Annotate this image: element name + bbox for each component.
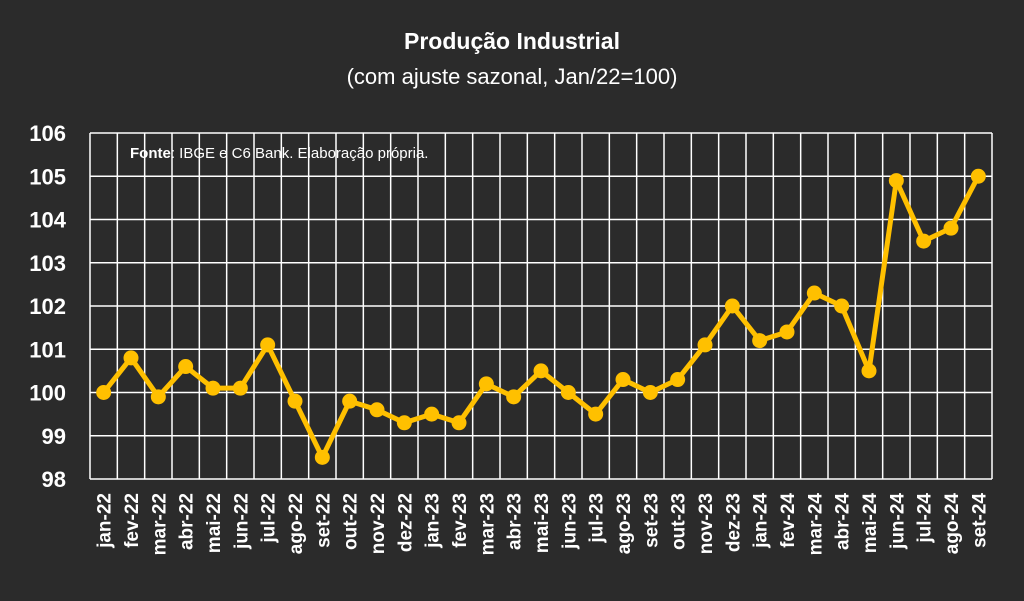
y-tick-label: 106 [29,121,66,146]
data-point [205,380,221,396]
x-tick-label: jan-24 [751,493,772,549]
data-point [451,415,467,431]
source-note: Fonte: IBGE e C6 Bank. Elaboração própri… [130,145,428,162]
series-line [96,168,986,465]
data-point [970,168,986,184]
x-tick-label: dez-22 [395,493,416,552]
y-tick-label: 101 [29,337,66,362]
data-point [642,385,658,400]
data-point [178,359,194,375]
data-point [396,415,412,431]
x-tick-label: mar-22 [149,493,170,555]
x-tick-label: ago-23 [614,493,635,554]
data-point [752,333,768,349]
data-point [506,389,522,405]
x-tick-label: set-24 [969,493,990,548]
data-point [150,389,166,405]
data-point [670,372,686,388]
chart-title: Produção Industrial [404,28,620,54]
x-tick-label: abr-22 [177,493,198,550]
x-tick-label: set-23 [641,493,662,548]
data-point [533,363,549,379]
x-tick-label: fev-24 [778,493,799,548]
data-point [232,380,248,396]
x-tick-label: out-23 [669,493,690,550]
x-tick-label: jan-22 [95,493,116,549]
x-tick-label: jul-23 [587,493,608,544]
data-point [916,233,932,249]
source-label: Fonte [130,145,171,162]
x-tick-label: abr-23 [505,493,526,550]
data-point [96,385,112,400]
x-tick-label: dez-23 [723,493,744,552]
data-point [314,449,330,465]
y-tick-label: 99 [42,424,66,449]
x-tick-label: fev-23 [450,493,471,548]
data-point [724,298,740,314]
series-path [101,173,981,460]
data-point [861,363,877,379]
x-tick-label: jun-24 [887,493,908,550]
data-point [779,324,795,340]
x-tick-label: nov-22 [368,493,389,554]
x-tick-label: ago-24 [942,493,963,555]
data-point [615,372,631,388]
chart-subtitle: (com ajuste sazonal, Jan/22=100) [346,64,678,89]
data-point [287,393,303,409]
grid-lines [89,132,993,480]
data-point [369,402,385,418]
x-tick-label: abr-24 [833,493,854,550]
data-point [806,285,822,301]
x-axis-ticks: jan-22 fev-22 mar-22 abr-22 mai-22 jun-22 jul-… [95,493,991,556]
data-point [697,337,713,353]
y-tick-label: 104 [29,208,66,233]
x-tick-label: mar-24 [805,493,826,556]
source-text: : IBGE e C6 Bank. Elaboração própria. [171,145,429,162]
data-point [888,173,904,189]
x-tick-label: out-22 [341,493,362,550]
x-tick-label: jun-23 [559,493,580,550]
x-tick-label: nov-23 [696,493,717,554]
y-tick-label: 100 [29,381,66,406]
x-tick-label: jun-22 [231,493,252,550]
data-point [342,393,358,409]
y-tick-label: 103 [29,251,66,276]
x-tick-label: jul-24 [915,493,936,544]
y-tick-label: 98 [42,467,66,492]
data-point [478,376,494,392]
x-tick-label: ago-22 [286,493,307,554]
y-tick-label: 105 [29,164,66,189]
x-tick-label: set-22 [313,493,334,548]
data-point [424,406,440,422]
x-tick-label: mai-24 [860,493,881,554]
y-axis-ticks: 98 99 100 101 102 103 104 105 106 [29,121,66,492]
x-tick-label: mar-23 [477,493,498,555]
x-tick-label: jul-22 [259,493,280,544]
x-tick-label: mai-22 [204,493,225,553]
data-point [834,298,850,314]
data-point [560,385,576,400]
x-tick-label: fev-22 [122,493,143,548]
data-point [943,220,959,236]
x-tick-label: mai-23 [532,493,553,553]
x-tick-label: jan-23 [423,493,444,549]
data-point [588,406,604,422]
y-tick-label: 102 [29,294,66,319]
data-point [260,337,276,353]
data-point [123,350,139,366]
